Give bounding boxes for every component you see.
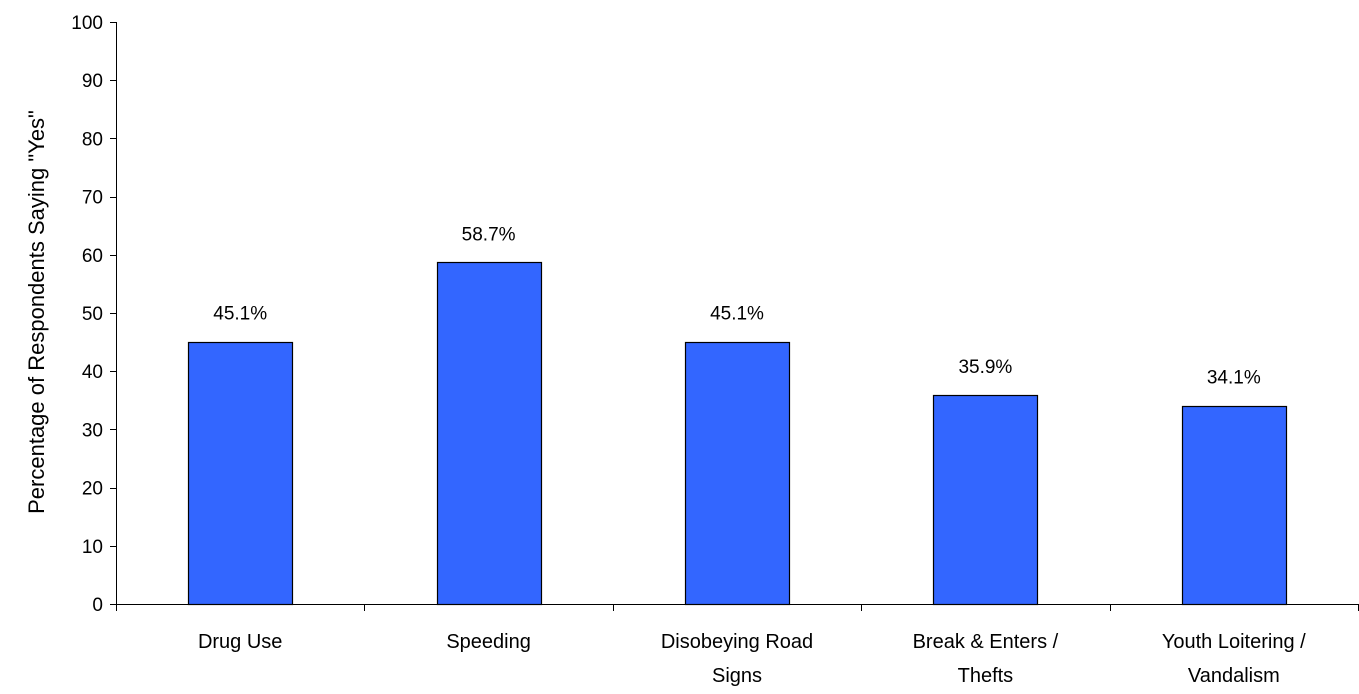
data-labels: 45.1% 58.7% 45.1% 35.9% 34.1% — [213, 224, 1261, 388]
y-axis-label: Percentage of Respondents Saying "Yes" — [24, 110, 49, 514]
bar — [932, 394, 1039, 606]
y-tick-label: 40 — [82, 362, 103, 383]
data-label: 34.1% — [1207, 368, 1261, 389]
x-tick-label: Break & Enters / — [913, 631, 1059, 653]
bars — [187, 261, 1288, 606]
x-tick-label: Speeding — [446, 631, 531, 653]
y-tick-label: 70 — [82, 188, 103, 209]
bar — [684, 341, 791, 606]
x-tick-label: Vandalism — [1188, 665, 1280, 687]
x-tick-label: Youth Loitering / — [1162, 631, 1306, 653]
data-label: 45.1% — [710, 304, 764, 325]
bar — [187, 341, 294, 606]
axes — [116, 22, 1358, 605]
data-label: 58.7% — [462, 224, 516, 245]
y-tick-label: 60 — [82, 246, 103, 267]
x-tick-label: Signs — [712, 665, 762, 687]
y-tick-label: 100 — [71, 13, 103, 34]
y-tick-label: 90 — [82, 71, 103, 92]
y-tick-label: 80 — [82, 129, 103, 150]
x-tick-label: Drug Use — [198, 631, 282, 653]
y-tick-label: 30 — [82, 420, 103, 441]
y-tick-label: 20 — [82, 479, 103, 500]
y-axis-ticks: 0 10 20 30 40 50 60 70 80 90 100 — [71, 13, 116, 616]
x-tick-label: Disobeying Road — [661, 631, 813, 653]
y-tick-label: 0 — [92, 595, 103, 616]
bar — [1181, 405, 1288, 606]
data-label: 45.1% — [213, 304, 267, 325]
data-label: 35.9% — [958, 357, 1012, 378]
bar — [436, 261, 543, 606]
x-axis-ticks: Drug Use Speeding Disobeying Road Signs Brea… — [116, 604, 1359, 687]
y-tick-label: 10 — [82, 537, 103, 558]
y-tick-label: 50 — [82, 304, 103, 325]
y-axis-label-group: Percentage of Respondents Saying "Yes" — [24, 110, 49, 514]
x-tick-label: Thefts — [958, 665, 1014, 687]
